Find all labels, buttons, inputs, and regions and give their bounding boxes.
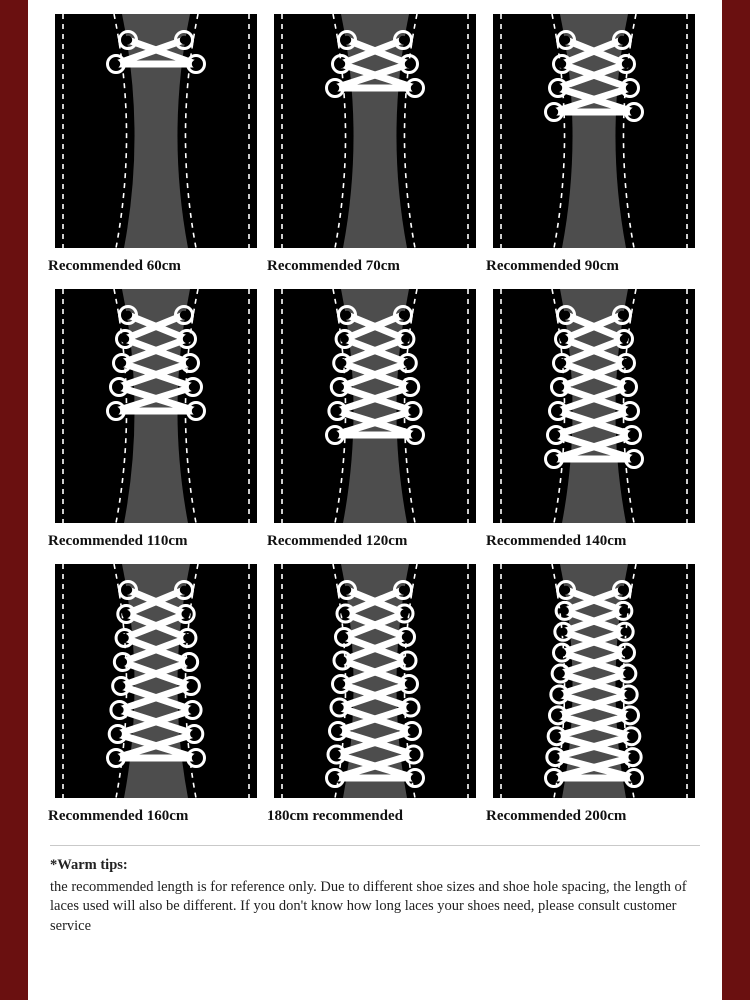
shoe-label: Recommended 110cm bbox=[44, 523, 267, 556]
shoe-tile bbox=[493, 564, 695, 798]
warm-tips: *Warm tips: the recommended length is fo… bbox=[50, 856, 700, 936]
divider bbox=[50, 845, 700, 846]
shoe-tile bbox=[274, 289, 476, 523]
shoe-grid: Recommended 60cm Recommended 70cm Recomm… bbox=[28, 0, 722, 839]
shoe-cell: Recommended 70cm bbox=[265, 14, 484, 281]
shoe-cell: Recommended 120cm bbox=[265, 289, 484, 556]
shoe-label: Recommended 90cm bbox=[482, 248, 705, 281]
shoe-label: Recommended 60cm bbox=[44, 248, 267, 281]
shoe-cell: 180cm recommended bbox=[265, 564, 484, 831]
shoe-tile bbox=[274, 564, 476, 798]
shoe-tile bbox=[274, 14, 476, 248]
shoe-label: Recommended 200cm bbox=[482, 798, 705, 831]
shoe-cell: Recommended 110cm bbox=[46, 289, 265, 556]
shoe-cell: Recommended 60cm bbox=[46, 14, 265, 281]
shoe-label: 180cm recommended bbox=[263, 798, 486, 831]
shoe-label: Recommended 160cm bbox=[44, 798, 267, 831]
shoe-tile bbox=[55, 289, 257, 523]
shoe-label: Recommended 70cm bbox=[263, 248, 486, 281]
shoe-cell: Recommended 90cm bbox=[484, 14, 703, 281]
shoe-label: Recommended 140cm bbox=[482, 523, 705, 556]
shoe-tile bbox=[493, 14, 695, 248]
shoe-label: Recommended 120cm bbox=[263, 523, 486, 556]
tips-body: the recommended length is for reference … bbox=[50, 879, 687, 934]
shoe-cell: Recommended 160cm bbox=[46, 564, 265, 831]
shoe-tile bbox=[55, 564, 257, 798]
tips-title: *Warm tips: bbox=[50, 856, 700, 876]
shoe-cell: Recommended 200cm bbox=[484, 564, 703, 831]
page: Recommended 60cm Recommended 70cm Recomm… bbox=[28, 0, 722, 1000]
shoe-cell: Recommended 140cm bbox=[484, 289, 703, 556]
shoe-tile bbox=[55, 14, 257, 248]
shoe-tile bbox=[493, 289, 695, 523]
